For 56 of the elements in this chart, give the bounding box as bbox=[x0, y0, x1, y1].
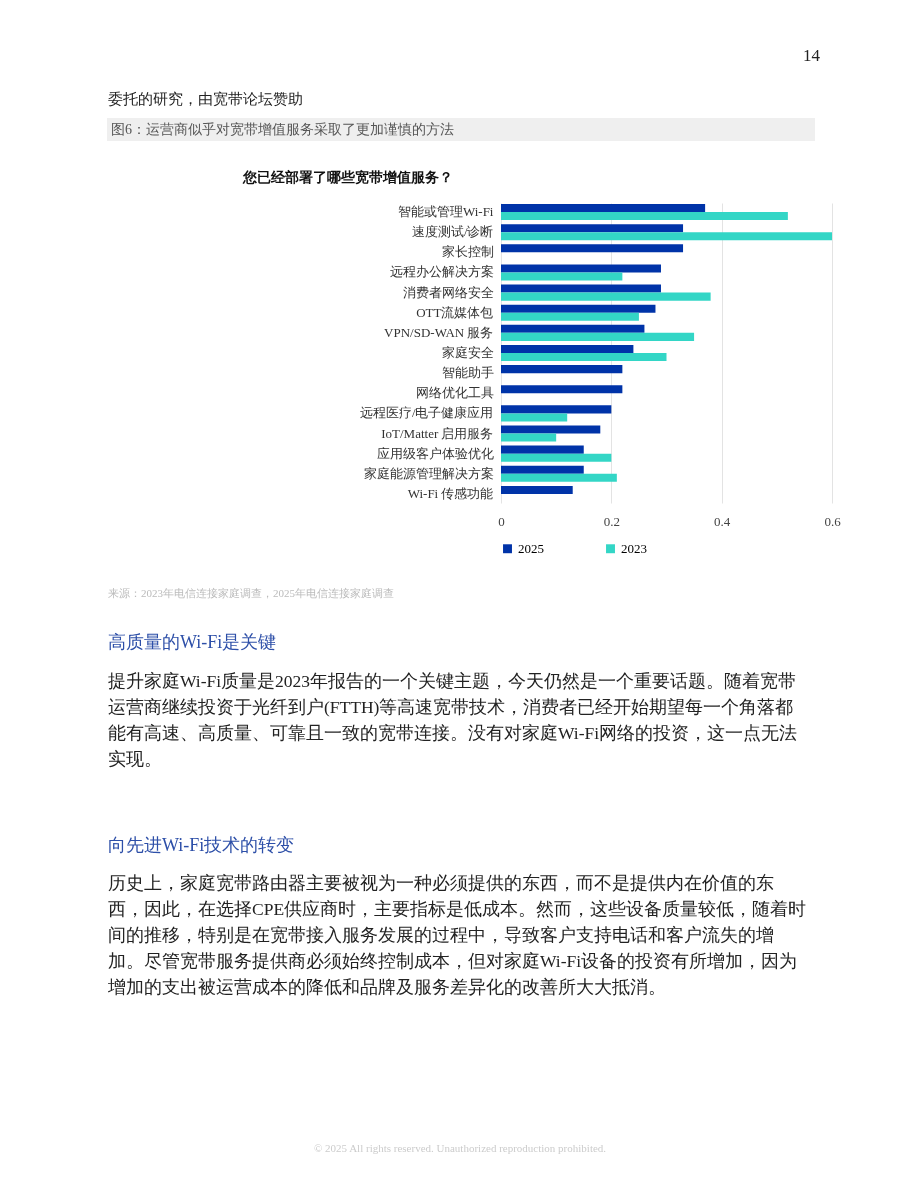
text: 向先进Wi-Fi技术的转变 bbox=[108, 834, 296, 857]
bar bbox=[501, 425, 601, 434]
bar bbox=[501, 292, 711, 301]
y-tick-label: 家庭能源管理解决方案 bbox=[363, 465, 494, 481]
y-tick-label: 家庭安全 bbox=[441, 345, 494, 360]
x-tick-label: 0.4 bbox=[714, 513, 731, 529]
bar bbox=[501, 272, 623, 281]
bar bbox=[501, 244, 684, 253]
y-tick-label: 远程办公解决方案 bbox=[389, 264, 494, 280]
bar bbox=[501, 453, 612, 462]
y-tick-label: 应用级客户体验优化 bbox=[376, 445, 494, 461]
bar bbox=[501, 433, 557, 442]
legend-label: 2023 bbox=[621, 540, 647, 556]
bar bbox=[501, 284, 661, 293]
y-tick-label: VPN/SD-WAN 服务 bbox=[384, 324, 494, 340]
bar bbox=[501, 485, 573, 494]
y-tick-label: Wi-Fi 传感功能 bbox=[407, 485, 494, 501]
bar bbox=[501, 332, 695, 341]
text: 14 bbox=[802, 46, 820, 66]
bar bbox=[501, 413, 568, 422]
legend-label: 2025 bbox=[518, 540, 544, 556]
bar bbox=[501, 473, 617, 482]
bar bbox=[501, 445, 584, 454]
text: 您已经部署了哪些宽带增值服务？ bbox=[242, 169, 454, 185]
y-tick-label: 智能或管理Wi-Fi bbox=[397, 204, 494, 220]
y-tick-label: OTT流媒体包 bbox=[416, 304, 494, 320]
source-note: 来源：2023年电信连接家庭调查，2025年电信连接家庭调查 bbox=[108, 586, 395, 601]
bar bbox=[501, 353, 667, 362]
y-tick-label: 远程医疗/电子健康应用 bbox=[359, 405, 494, 421]
x-tick-label: 0 bbox=[498, 513, 505, 529]
y-tick-label: 家长控制 bbox=[441, 244, 494, 260]
bar bbox=[501, 224, 684, 233]
bar bbox=[501, 264, 661, 273]
text: 提升家庭Wi-Fi质量是2023年报告的一个关键主题，今天仍然是一个重要话题。随着宽带运营商继续投资于光纤到户(FTTH)等高速宽带技术，消费者已经开始期望每一个角落都能有高速、高质量、可靠且一致的宽带连接。没有对家庭Wi-Fi网络的投资，这一点无法实现。 bbox=[108, 670, 798, 771]
bar bbox=[501, 212, 788, 221]
bar bbox=[501, 365, 623, 374]
bar bbox=[501, 465, 584, 474]
x-tick-label: 0.2 bbox=[603, 513, 620, 529]
bar bbox=[501, 232, 832, 241]
bar bbox=[501, 385, 623, 394]
bar bbox=[501, 312, 639, 321]
text: 委托的研究，由宽带论坛赞助 bbox=[108, 90, 304, 109]
text: 历史上，家庭宽带路由器主要被视为一种必须提供的东西，而不是提供内在价值的东西，因此，在选择CPE供应商时，主要指标是低成本。然而，这些设备质量较低，随着时间的推移，特别是在宽带接入服务发展的过程中，导致客户支持电话和客户流失的增加。尽管宽带服务提供商必须始终控制成本，但对家庭Wi-Fi设备的投资有所增加，因为增加的支出被运营成本的降低和品牌及服务差异化的改善所大大抵消。 bbox=[108, 872, 808, 999]
bar bbox=[501, 344, 634, 353]
bar bbox=[501, 324, 645, 333]
bar bbox=[501, 405, 612, 414]
y-tick-label: 智能助手 bbox=[441, 365, 494, 381]
caption: 图6：运营商似乎对宽带增值服务采取了更加谨慎的方法 bbox=[107, 118, 815, 141]
y-tick-label: 速度测试/诊断 bbox=[411, 224, 494, 240]
y-tick-label: IoT/Matter 启用服务 bbox=[381, 425, 494, 441]
y-tick-label: 网络优化工具 bbox=[415, 385, 494, 401]
y-tick-label: 消费者网络安全 bbox=[402, 284, 494, 300]
text: 高质量的Wi-Fi是关键 bbox=[108, 631, 278, 654]
bar bbox=[501, 204, 706, 213]
x-tick-label: 0.6 bbox=[824, 513, 842, 529]
bar bbox=[501, 304, 656, 313]
